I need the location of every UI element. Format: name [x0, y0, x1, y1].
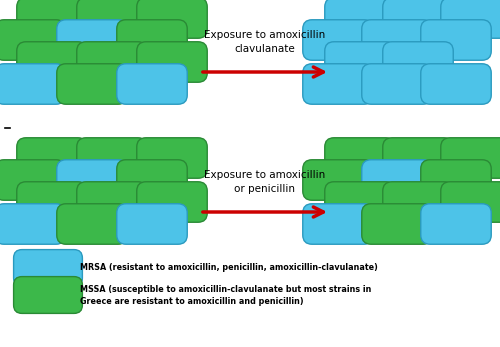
FancyBboxPatch shape	[362, 64, 432, 104]
FancyBboxPatch shape	[57, 204, 127, 244]
FancyBboxPatch shape	[325, 138, 395, 178]
Text: Greece are resistant to amoxicillin and penicillin): Greece are resistant to amoxicillin and …	[80, 297, 304, 306]
FancyBboxPatch shape	[303, 160, 373, 200]
FancyBboxPatch shape	[137, 42, 207, 82]
FancyBboxPatch shape	[57, 64, 127, 104]
FancyBboxPatch shape	[383, 138, 453, 178]
FancyBboxPatch shape	[77, 42, 147, 82]
FancyBboxPatch shape	[117, 160, 187, 200]
FancyBboxPatch shape	[383, 0, 453, 38]
Text: MSSA (susceptible to amoxicillin-clavulanate but most strains in: MSSA (susceptible to amoxicillin-clavula…	[80, 285, 372, 294]
FancyBboxPatch shape	[0, 204, 65, 244]
FancyBboxPatch shape	[17, 182, 87, 222]
FancyBboxPatch shape	[421, 20, 491, 60]
FancyBboxPatch shape	[362, 204, 432, 244]
FancyBboxPatch shape	[325, 182, 395, 222]
FancyBboxPatch shape	[325, 0, 395, 38]
FancyBboxPatch shape	[17, 138, 87, 178]
FancyBboxPatch shape	[421, 204, 491, 244]
FancyBboxPatch shape	[383, 182, 453, 222]
FancyBboxPatch shape	[441, 138, 500, 178]
FancyBboxPatch shape	[0, 64, 65, 104]
FancyBboxPatch shape	[325, 42, 395, 82]
FancyBboxPatch shape	[117, 64, 187, 104]
FancyBboxPatch shape	[117, 20, 187, 60]
FancyBboxPatch shape	[441, 0, 500, 38]
Text: Exposure to amoxicillin
or penicillin: Exposure to amoxicillin or penicillin	[204, 170, 326, 194]
FancyBboxPatch shape	[14, 249, 82, 286]
FancyBboxPatch shape	[0, 160, 65, 200]
FancyBboxPatch shape	[137, 138, 207, 178]
FancyBboxPatch shape	[57, 20, 127, 60]
FancyBboxPatch shape	[441, 182, 500, 222]
FancyBboxPatch shape	[14, 277, 82, 313]
FancyBboxPatch shape	[137, 182, 207, 222]
FancyBboxPatch shape	[303, 64, 373, 104]
FancyBboxPatch shape	[0, 20, 65, 60]
FancyBboxPatch shape	[57, 160, 127, 200]
FancyBboxPatch shape	[421, 160, 491, 200]
FancyBboxPatch shape	[77, 0, 147, 38]
FancyBboxPatch shape	[17, 42, 87, 82]
FancyBboxPatch shape	[77, 138, 147, 178]
FancyBboxPatch shape	[383, 42, 453, 82]
FancyBboxPatch shape	[362, 160, 432, 200]
Text: MRSA (resistant to amoxicillin, penicillin, amoxicillin-clavulanate): MRSA (resistant to amoxicillin, penicill…	[80, 263, 378, 272]
FancyBboxPatch shape	[17, 0, 87, 38]
FancyBboxPatch shape	[362, 20, 432, 60]
FancyBboxPatch shape	[77, 182, 147, 222]
FancyBboxPatch shape	[303, 20, 373, 60]
Text: Exposure to amoxicillin
clavulanate: Exposure to amoxicillin clavulanate	[204, 31, 326, 53]
FancyBboxPatch shape	[421, 64, 491, 104]
FancyBboxPatch shape	[303, 204, 373, 244]
FancyBboxPatch shape	[137, 0, 207, 38]
FancyBboxPatch shape	[117, 204, 187, 244]
